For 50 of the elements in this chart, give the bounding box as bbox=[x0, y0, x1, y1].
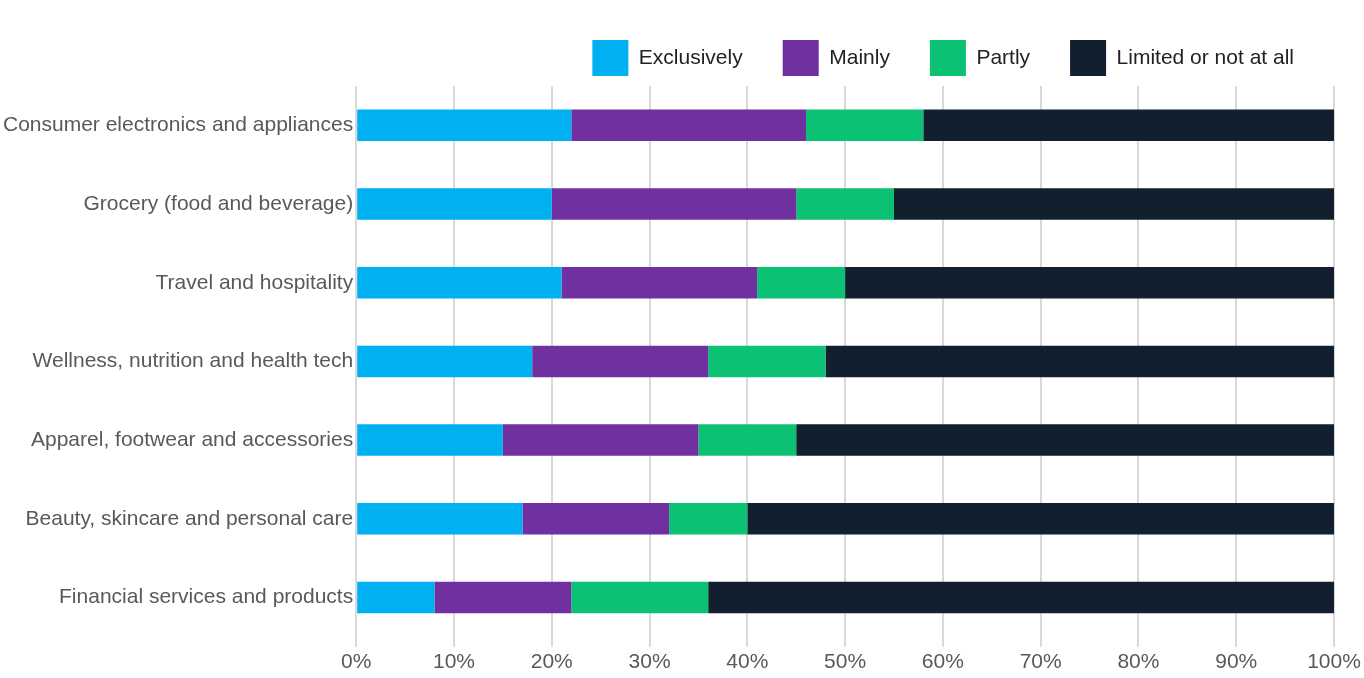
y-tick-label: Wellness, nutrition and health tech bbox=[32, 348, 354, 372]
bar bbox=[708, 345, 826, 378]
x-tick-label: 10% bbox=[432, 649, 475, 673]
bar bbox=[669, 503, 748, 535]
x-tick-label: 20% bbox=[530, 649, 573, 673]
bar bbox=[757, 266, 846, 299]
y-tick-label: Apparel, footwear and accessories bbox=[31, 426, 354, 450]
x-tick-label: 100% bbox=[1307, 649, 1361, 673]
x-tick-label: 40% bbox=[726, 649, 769, 673]
x-tick-label: 30% bbox=[628, 649, 671, 673]
bar bbox=[561, 266, 758, 299]
x-tick-label: 70% bbox=[1019, 649, 1062, 673]
y-tick-label: Travel and hospitality bbox=[155, 269, 354, 293]
bar bbox=[532, 345, 709, 378]
bar bbox=[698, 424, 797, 456]
bar bbox=[551, 188, 797, 220]
y-tick-label: Consumer electronics and appliances bbox=[2, 112, 354, 136]
bar bbox=[796, 424, 1334, 456]
y-tick-label: Beauty, skincare and personal care bbox=[25, 505, 354, 529]
bar bbox=[708, 581, 1334, 614]
bar bbox=[571, 109, 806, 142]
bar bbox=[825, 345, 1334, 378]
bar bbox=[522, 503, 670, 535]
legend-label: Partly bbox=[976, 44, 1031, 68]
bar bbox=[357, 424, 503, 456]
bar bbox=[357, 188, 552, 220]
y-tick-label: Financial services and products bbox=[59, 584, 354, 608]
x-tick-label: 0% bbox=[341, 649, 372, 673]
legend-label: Mainly bbox=[829, 44, 891, 68]
bar bbox=[747, 503, 1334, 535]
bar bbox=[502, 424, 699, 456]
bar bbox=[357, 109, 572, 142]
x-tick-label: 80% bbox=[1117, 649, 1160, 673]
bar bbox=[796, 188, 894, 220]
bar bbox=[357, 581, 435, 614]
bar bbox=[845, 266, 1334, 299]
bar bbox=[357, 503, 523, 535]
bar bbox=[923, 109, 1334, 142]
x-tick-label: 90% bbox=[1215, 649, 1258, 673]
bar bbox=[805, 109, 924, 142]
legend-label: Exclusively bbox=[638, 44, 744, 68]
bar bbox=[357, 345, 533, 378]
bar bbox=[357, 266, 562, 299]
bar bbox=[571, 581, 709, 614]
bar bbox=[434, 581, 572, 614]
y-tick-label: Grocery (food and beverage) bbox=[83, 190, 354, 214]
legend-label: Limited or not at all bbox=[1116, 44, 1295, 68]
bar bbox=[893, 188, 1334, 220]
x-tick-label: 50% bbox=[824, 649, 867, 673]
x-tick-label: 60% bbox=[921, 649, 964, 673]
